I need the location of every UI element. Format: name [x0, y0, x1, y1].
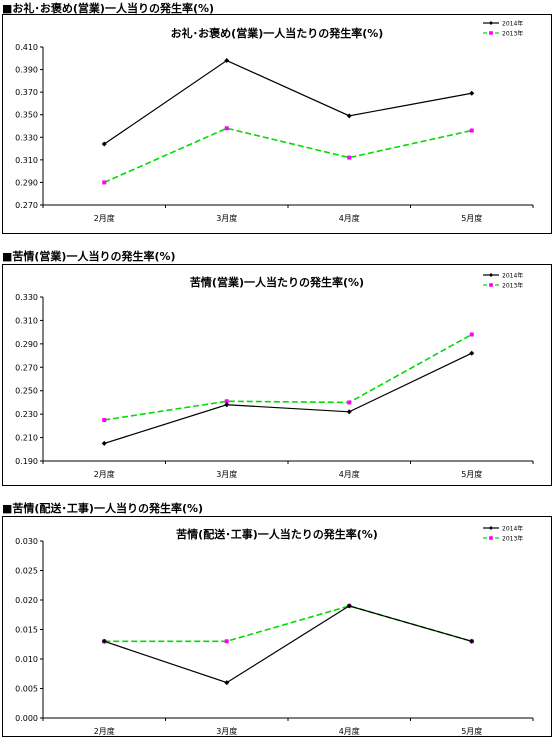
chart-panel-3: 苦情(配送･工事)一人当たりの発生率(%) 0.030 0.025 0.020 0.0… [2, 516, 552, 737]
y-tick-label: 0.390 [15, 66, 38, 75]
legend-marker-0 [489, 526, 493, 530]
data-point-1 [224, 126, 229, 131]
line-chart-2: 0.330 0.310 0.290 0.270 0.250 0.230 0.210 0.190… [15, 272, 534, 479]
legend-label-1: 2013年 [502, 282, 523, 290]
y-tick-label: 0.210 [15, 434, 38, 443]
series-line-1 [104, 333, 473, 421]
legend-label-0: 2014年 [502, 525, 523, 533]
data-point-0 [346, 603, 352, 609]
data-point-0 [224, 58, 230, 64]
x-tick-label: 3月度 [216, 469, 237, 479]
series-line-0 [103, 59, 472, 145]
y-tick-label: 0.270 [15, 201, 38, 210]
data-point-1 [347, 400, 352, 405]
data-point-0 [469, 90, 475, 96]
y-tick-label: 0.330 [15, 133, 38, 142]
y-tick-label: 0.230 [15, 410, 38, 419]
data-point-1 [224, 399, 229, 404]
data-point-0 [224, 680, 230, 686]
y-tick-label: 0.290 [15, 178, 38, 187]
x-tick-label: 2月度 [94, 213, 115, 223]
data-point-1 [469, 128, 474, 133]
data-point-1 [102, 418, 107, 422]
data-point-0 [346, 113, 352, 119]
data-point-1 [224, 639, 229, 644]
series-line-1 [103, 127, 472, 184]
data-point-1 [469, 332, 474, 337]
y-tick-label: 0.015 [15, 626, 38, 635]
legend-marker-1 [489, 283, 493, 287]
y-tick-label: 0.000 [15, 714, 38, 723]
chart-title-3: 苦情(配送･工事)一人当たりの発生率(%) [176, 528, 378, 541]
legend-marker-1 [489, 31, 493, 35]
line-chart-3: 0.030 0.025 0.020 0.015 0.010 0.005 0.000 2月度 3月… [15, 525, 534, 736]
data-point-0 [101, 440, 107, 446]
series-line-1 [104, 605, 472, 643]
y-tick-label: 0.310 [15, 156, 38, 165]
x-tick-label: 3月度 [216, 213, 237, 223]
series-line-0 [104, 605, 472, 684]
y-tick-label: 0.290 [15, 340, 38, 349]
data-point-0 [469, 350, 475, 356]
y-tick-label: 0.005 [15, 685, 38, 694]
chart-title-2: 苦情(営業)一人当たりの発生率(%) [189, 276, 365, 289]
x-tick-label: 4月度 [339, 213, 360, 223]
y-tick-label: 0.370 [15, 88, 38, 97]
y-tick-label: 0.330 [15, 293, 38, 302]
data-point-0 [224, 402, 230, 408]
y-tick-label: 0.025 [15, 567, 38, 576]
y-tick-label: 0.350 [15, 111, 38, 120]
y-tick-label: 0.010 [15, 655, 38, 664]
legend-label-1: 2013年 [502, 535, 523, 543]
chart-title-1: お礼･お褒め(営業)一人当たりの発生率(%) [170, 27, 384, 40]
x-tick-label: 4月度 [339, 726, 360, 736]
section-heading-3: ■苦情(配送･工事)一人当りの発生率(%) [2, 502, 204, 515]
y-tick-label: 0.250 [15, 387, 38, 396]
x-tick-label: 5月度 [461, 213, 482, 223]
x-tick-label: 5月度 [461, 469, 482, 479]
chart-panel-2: 苦情(営業)一人当たりの発生率(%) 0.330 0.310 0.290 0.270 0… [2, 264, 552, 486]
line-chart-1: 0.410 0.390 0.370 0.350 0.330 0.310 0.290 0.270… [15, 20, 534, 223]
y-tick-label: 0.310 [15, 316, 38, 325]
x-tick-label: 5月度 [461, 726, 482, 736]
x-tick-label: 4月度 [339, 469, 360, 479]
legend-label-0: 2014年 [502, 20, 523, 28]
data-point-1 [102, 180, 107, 185]
data-point-0 [101, 638, 107, 644]
x-tick-label: 3月度 [216, 726, 237, 736]
y-tick-label: 0.030 [15, 537, 38, 546]
y-tick-label: 0.270 [15, 363, 38, 372]
legend-label-0: 2014年 [502, 272, 523, 280]
data-point-1 [347, 155, 352, 160]
y-tick-label: 0.020 [15, 596, 38, 605]
chart-panel-1: お礼･お褒め(営業)一人当たりの発生率(%) 0.410 0.390 0.370 0.… [2, 14, 552, 234]
x-tick-label: 2月度 [94, 726, 115, 736]
data-point-0 [101, 141, 107, 147]
x-tick-label: 2月度 [94, 469, 115, 479]
legend-label-1: 2013年 [502, 30, 523, 38]
legend-marker-1 [489, 536, 493, 540]
legend-marker-0 [489, 273, 493, 277]
legend-marker-0 [489, 21, 493, 25]
data-point-0 [346, 409, 352, 415]
series-line-0 [104, 352, 473, 445]
y-tick-label: 0.410 [15, 43, 38, 52]
data-point-0 [469, 638, 475, 644]
section-heading-2: ■苦情(営業)一人当りの発生率(%) [2, 250, 176, 263]
y-tick-label: 0.190 [15, 457, 38, 466]
section-heading-1: ■お礼･お褒め(営業)一人当りの発生率(%) [2, 2, 215, 15]
